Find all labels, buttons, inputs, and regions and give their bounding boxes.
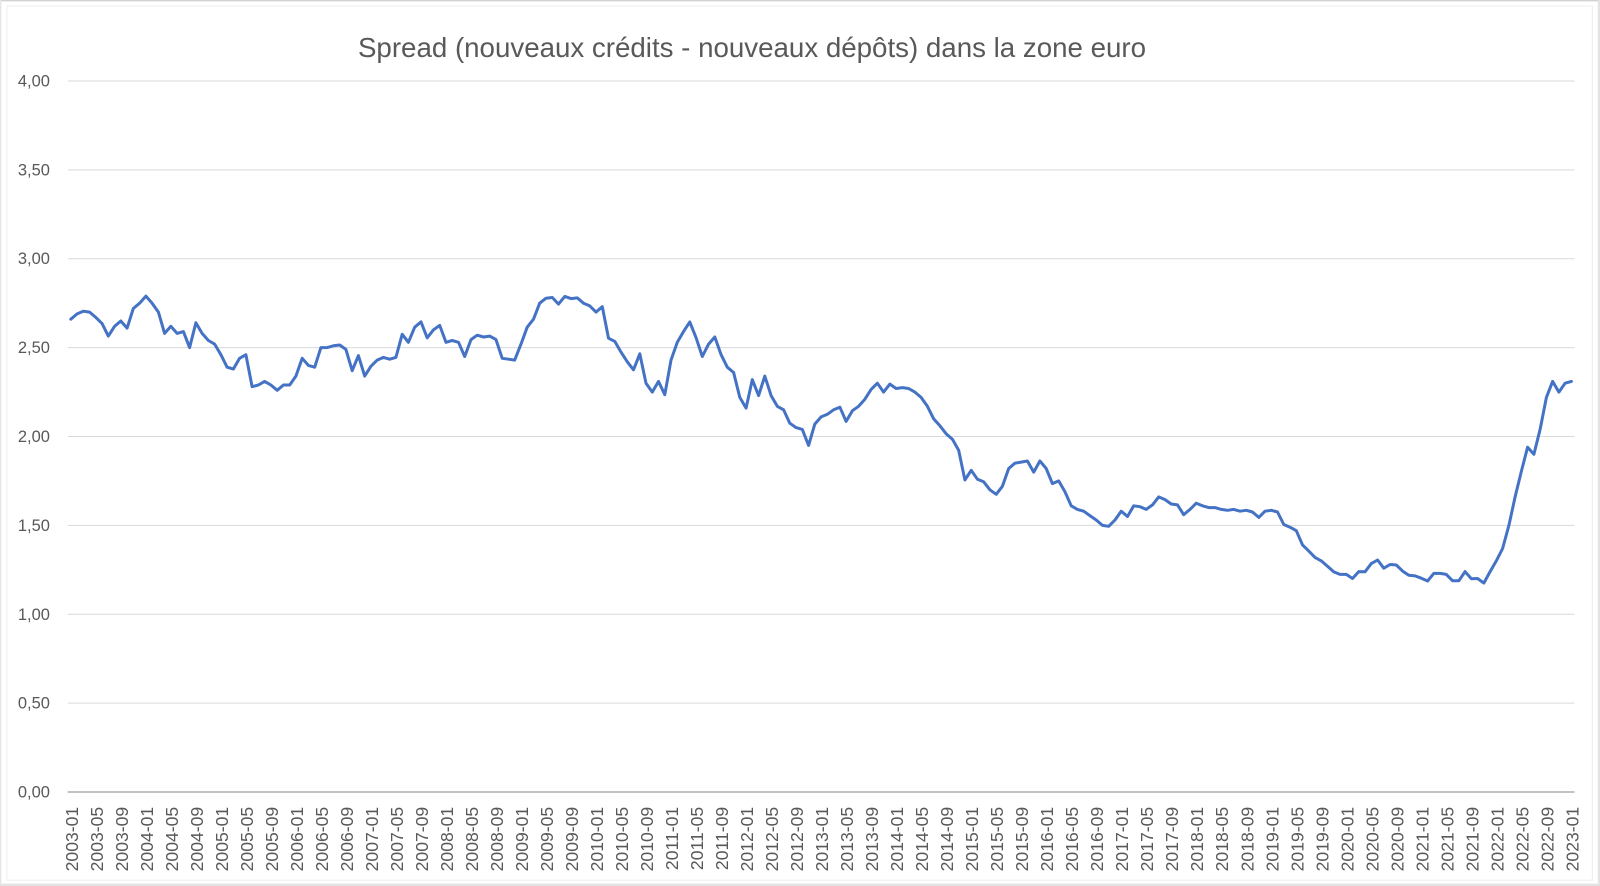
svg-text:2012-09: 2012-09 [787,807,807,872]
svg-text:2021-01: 2021-01 [1412,807,1432,872]
svg-text:2017-09: 2017-09 [1162,807,1182,872]
svg-text:2006-01: 2006-01 [287,807,307,872]
svg-text:2010-09: 2010-09 [637,807,657,872]
svg-text:0,00: 0,00 [18,784,50,802]
svg-text:2020-05: 2020-05 [1362,807,1382,872]
svg-text:2015-09: 2015-09 [1012,807,1032,872]
svg-text:2021-05: 2021-05 [1437,807,1457,872]
svg-text:3,00: 3,00 [18,250,50,268]
svg-text:2005-05: 2005-05 [237,807,257,872]
svg-text:2007-01: 2007-01 [362,807,382,872]
svg-text:2014-01: 2014-01 [887,807,907,872]
svg-text:2009-09: 2009-09 [562,807,582,872]
svg-text:2005-01: 2005-01 [212,807,232,872]
svg-text:2020-09: 2020-09 [1387,807,1407,872]
svg-text:2008-01: 2008-01 [437,807,457,872]
svg-text:2005-09: 2005-09 [262,807,282,872]
svg-text:2022-01: 2022-01 [1487,807,1507,872]
svg-text:2021-09: 2021-09 [1462,807,1482,872]
svg-text:2020-01: 2020-01 [1337,807,1357,872]
svg-text:2008-05: 2008-05 [462,807,482,872]
svg-text:2018-05: 2018-05 [1212,807,1232,872]
svg-text:2015-05: 2015-05 [987,807,1007,872]
svg-text:2019-05: 2019-05 [1287,807,1307,872]
svg-text:2014-09: 2014-09 [937,807,957,872]
svg-text:2007-09: 2007-09 [412,807,432,872]
svg-text:2003-05: 2003-05 [87,807,107,872]
svg-text:2019-09: 2019-09 [1312,807,1332,872]
svg-text:2018-09: 2018-09 [1237,807,1257,872]
svg-text:2011-05: 2011-05 [687,807,707,870]
svg-text:2009-01: 2009-01 [512,807,532,872]
svg-text:2023-01: 2023-01 [1562,807,1582,872]
svg-text:2012-05: 2012-05 [762,807,782,872]
svg-text:2,50: 2,50 [18,339,50,357]
svg-text:0,50: 0,50 [18,695,50,713]
svg-text:2004-05: 2004-05 [162,807,182,872]
svg-text:2003-09: 2003-09 [112,807,132,872]
svg-text:2013-09: 2013-09 [862,807,882,872]
svg-text:2014-05: 2014-05 [912,807,932,872]
svg-text:4,00: 4,00 [18,73,50,91]
svg-text:2016-09: 2016-09 [1087,807,1107,872]
svg-text:1,50: 1,50 [18,517,50,535]
svg-text:Spread (nouveaux crédits - nou: Spread (nouveaux crédits - nouveaux dépô… [358,32,1146,63]
svg-text:2011-01: 2011-01 [662,807,682,870]
svg-text:2013-01: 2013-01 [812,807,832,872]
svg-text:2008-09: 2008-09 [487,807,507,872]
svg-text:2018-01: 2018-01 [1187,807,1207,872]
svg-text:2015-01: 2015-01 [962,807,982,872]
svg-text:2012-01: 2012-01 [737,807,757,872]
svg-text:2003-01: 2003-01 [62,807,82,872]
svg-text:2013-05: 2013-05 [837,807,857,872]
svg-text:2010-01: 2010-01 [587,807,607,872]
svg-text:2010-05: 2010-05 [612,807,632,872]
svg-text:2022-09: 2022-09 [1537,807,1557,872]
svg-text:2,00: 2,00 [18,428,50,446]
svg-text:2016-01: 2016-01 [1037,807,1057,872]
svg-text:2017-05: 2017-05 [1137,807,1157,872]
svg-text:1,00: 1,00 [18,606,50,624]
svg-text:2006-09: 2006-09 [337,807,357,872]
svg-text:2004-01: 2004-01 [137,807,157,872]
svg-text:2016-05: 2016-05 [1062,807,1082,872]
svg-text:2007-05: 2007-05 [387,807,407,872]
svg-text:2006-05: 2006-05 [312,807,332,872]
svg-text:2019-01: 2019-01 [1262,807,1282,872]
svg-text:2022-05: 2022-05 [1512,807,1532,872]
svg-text:2004-09: 2004-09 [187,807,207,872]
svg-text:2011-09: 2011-09 [712,807,732,870]
svg-text:2009-05: 2009-05 [537,807,557,872]
svg-text:2017-01: 2017-01 [1112,807,1132,872]
svg-text:3,50: 3,50 [18,161,50,179]
